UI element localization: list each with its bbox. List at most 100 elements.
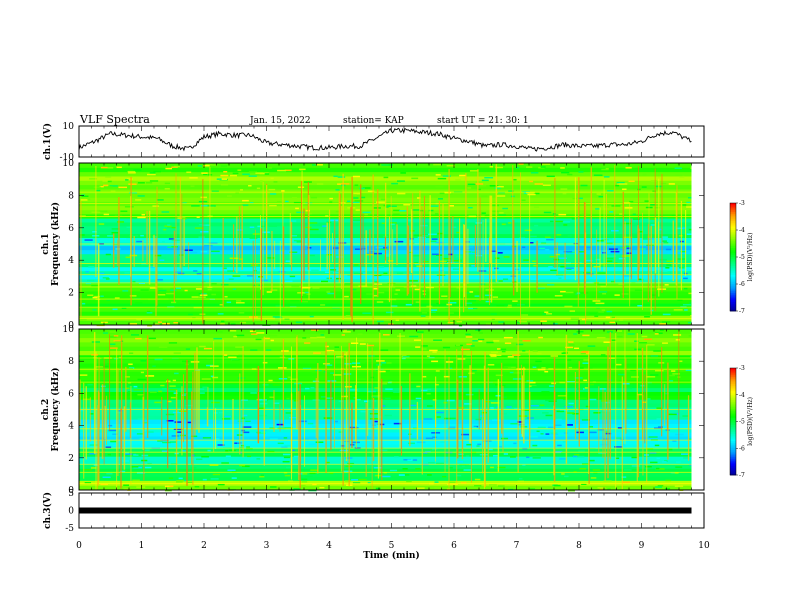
- ch2-spectrogram-speckle: [217, 418, 225, 421]
- ch2-spectrogram-speckle: [100, 385, 106, 388]
- ch1-spectrogram-speckle: [300, 300, 309, 303]
- ch2-spectrogram-speckle: [522, 350, 526, 352]
- ch2-spectrogram-speckle: [656, 418, 662, 420]
- ch2-spectrogram-speckle: [127, 455, 133, 457]
- ch1-spectrogram-speckle: [220, 320, 225, 323]
- ch2-spectrogram-speckle: [443, 375, 450, 378]
- ch2-spectrogram-speckle: [445, 361, 454, 363]
- ch2-colorbar-swatch: [730, 410, 736, 413]
- ch1-spectrogram-speckle: [320, 304, 326, 306]
- ch1-spectrogram-speckle: [503, 256, 510, 258]
- ch2-spectrogram-speckle: [187, 421, 191, 424]
- ch1-spectrogram-speckle: [242, 173, 250, 175]
- ch1-spectrogram-speckle: [459, 174, 467, 177]
- ch1-spectrogram-speckle: [166, 292, 175, 295]
- ch2-spectrogram-speckle: [154, 401, 162, 404]
- ch1-spectrogram-band: [79, 266, 692, 272]
- ch2-spectrogram-speckle: [91, 341, 100, 343]
- ch1-spectrogram-band: [79, 282, 692, 288]
- ch2-spectrogram-speckle: [393, 422, 402, 425]
- ch2-spectrogram-speckle: [548, 385, 555, 387]
- ch1-spectrogram-speckle: [625, 245, 631, 248]
- ch3-waveform-line: [79, 507, 692, 514]
- ch3-ytick-label: 5: [68, 489, 74, 499]
- ch2-spectrogram-band: [79, 399, 692, 404]
- ch2-spectrogram-speckle: [169, 385, 176, 387]
- ch1-spectrogram-speckle: [164, 188, 170, 190]
- ch1-spectrogram-speckle: [289, 251, 298, 254]
- ch2-spectrogram-speckle: [359, 343, 366, 345]
- ch2-spectrogram-speckle: [217, 483, 225, 486]
- ch1-spectrogram-speckle: [168, 238, 174, 240]
- ch2-spectrogram-speckle: [389, 469, 398, 472]
- ch2-spectrogram-speckle: [273, 402, 280, 405]
- ch2-spectrogram-speckle: [203, 347, 213, 350]
- ch2-spectrogram-speckle: [283, 472, 288, 474]
- ch1-spectrogram-speckle: [616, 181, 625, 184]
- ch1-spectrogram-speckle: [385, 311, 394, 314]
- ch2-spectrogram-speckle: [411, 462, 418, 465]
- ch2-spectrogram-speckle: [541, 391, 550, 393]
- ch1-colorbar-swatch: [730, 204, 736, 207]
- ch1-spectrogram-speckle: [560, 167, 565, 169]
- ch2-spectrogram-speckle: [368, 355, 375, 357]
- ch2-spectrogram-speckle: [463, 464, 470, 466]
- ch1-spectrogram-speckle: [158, 289, 167, 292]
- ch2-spectrogram-speckle: [498, 485, 505, 487]
- ch1-spectrogram-speckle: [385, 255, 390, 257]
- ch2-spectrogram-speckle: [479, 332, 483, 334]
- ch1-spectrogram-speckle: [333, 175, 338, 178]
- ch2-spectrogram-speckle: [532, 444, 538, 447]
- ch2-spectrogram-speckle: [672, 440, 677, 442]
- ch1-spectrogram-speckle: [633, 218, 641, 220]
- ch1-colorbar-swatch: [730, 233, 736, 236]
- ch2-spectrogram-speckle: [460, 482, 467, 484]
- ch1-spectrogram-speckle: [427, 233, 437, 236]
- ch1-colorbar-swatch: [730, 309, 736, 312]
- ch1-spectrogram-speckle: [164, 182, 171, 185]
- ch2-spectrogram-speckle: [336, 355, 344, 358]
- ch1-spectrogram-speckle: [196, 216, 200, 218]
- ch2-spectrogram-speckle: [426, 392, 431, 395]
- ch2-spectrogram-speckle: [183, 393, 188, 395]
- ch2-spectrogram-speckle: [577, 455, 585, 458]
- ch1-spectrogram-speckle: [156, 279, 163, 281]
- ch2-spectrogram-speckle: [191, 445, 197, 448]
- ch1-spectrogram-speckle: [116, 166, 122, 169]
- ch1-spectrogram-speckle: [442, 175, 451, 177]
- ch2-spectrogram-speckle: [118, 356, 122, 359]
- ch1-spectrogram-speckle: [629, 200, 634, 203]
- ch1-spectrogram-speckle: [141, 213, 146, 216]
- ch2-spectrogram-speckle: [585, 352, 589, 354]
- ch1-spectrogram-speckle: [203, 245, 213, 247]
- ch1-spectrogram-speckle: [376, 201, 385, 203]
- ch1-spectrogram-speckle: [208, 242, 218, 245]
- ch1-spectrogram-speckle: [124, 206, 134, 208]
- ch1-spectrogram-speckle: [518, 237, 526, 240]
- ch1-spectrogram-speckle: [665, 267, 670, 269]
- ch2-spectrogram-speckle: [655, 468, 665, 470]
- ch1-spectrogram-speckle: [609, 321, 616, 324]
- ch2-spectrogram-speckle: [616, 330, 622, 332]
- ch1-spectrogram-speckle: [540, 320, 547, 322]
- ch1-spectrogram-speckle: [598, 291, 608, 293]
- ch2-spectrogram-speckle: [270, 339, 274, 342]
- ch2-spectrogram-speckle: [112, 444, 118, 447]
- ch2-spectrogram-band: [79, 354, 692, 360]
- ch2-spectrogram-speckle: [669, 380, 674, 382]
- ch2-spectrogram-speckle: [187, 481, 193, 484]
- ch1-spectrogram-speckle: [605, 167, 609, 170]
- ch1-spectrogram-speckle: [364, 213, 368, 216]
- ch2-spectrogram-speckle: [455, 344, 461, 346]
- ch2-spectrogram-speckle: [289, 416, 297, 419]
- ch2-spectrogram-speckle: [661, 461, 667, 463]
- ch2-spectrogram-speckle: [568, 489, 575, 492]
- ch1-spectrogram-speckle: [659, 323, 666, 325]
- ch1-spectrogram-speckle: [154, 312, 160, 314]
- ch1-spectrogram-speckle: [154, 254, 162, 257]
- ch2-spectrogram-speckle: [172, 379, 176, 382]
- ch2-spectrogram-speckle: [427, 474, 432, 476]
- ch1-spectrogram-speckle: [558, 277, 562, 279]
- ch2-spectrogram-speckle: [514, 408, 520, 410]
- ch2-spectrogram-speckle: [347, 462, 355, 465]
